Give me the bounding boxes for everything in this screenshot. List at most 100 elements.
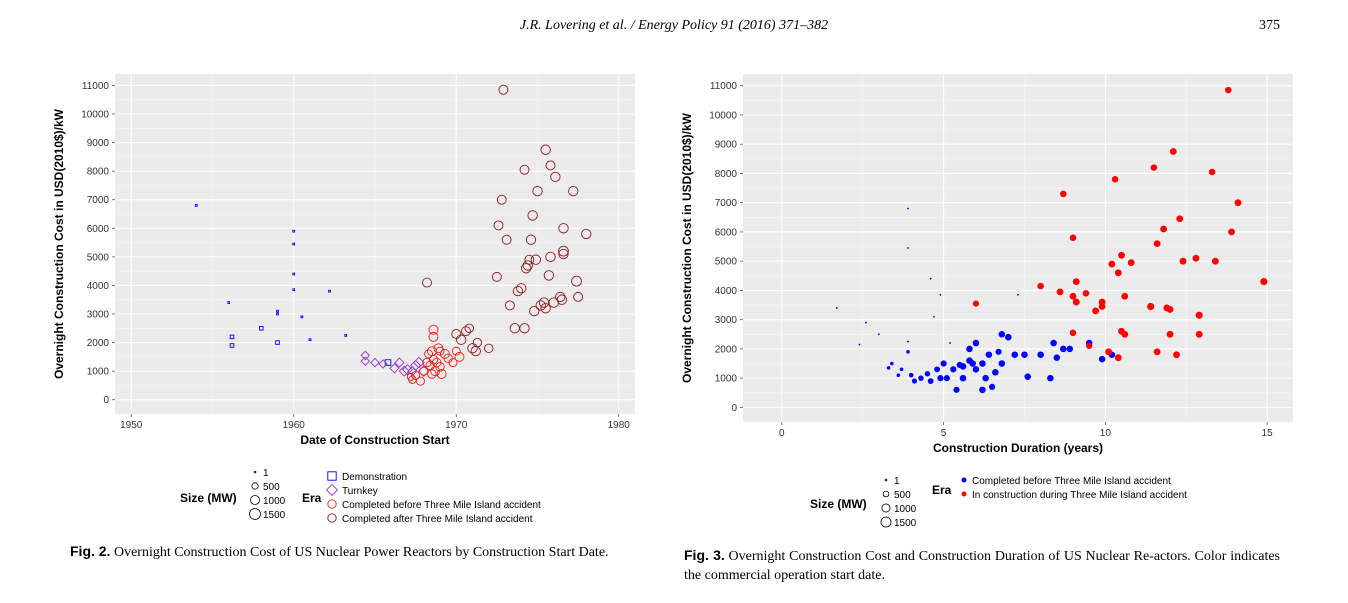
data-point — [835, 307, 838, 309]
size-legend-key — [882, 490, 890, 498]
size-legend-title: Size (MW) — [180, 491, 237, 505]
data-point — [344, 334, 348, 337]
data-point — [472, 337, 483, 348]
data-point — [907, 340, 909, 343]
size-legend-label: 1500 — [894, 518, 917, 529]
data-point — [525, 234, 537, 245]
x-axis-title: Construction Duration (years) — [933, 441, 1103, 455]
data-point — [1153, 240, 1161, 248]
data-point — [194, 204, 198, 207]
data-point — [532, 185, 543, 197]
series-demonstration — [194, 204, 392, 366]
data-point — [428, 324, 439, 335]
data-point — [540, 144, 551, 155]
data-point — [360, 356, 371, 366]
data-point — [966, 345, 973, 353]
data-point — [519, 164, 530, 175]
data-point — [394, 357, 405, 368]
data-point — [516, 283, 527, 294]
size-legend-key — [881, 503, 891, 513]
y-tick-label: 3000 — [87, 310, 110, 321]
data-point — [436, 369, 447, 379]
data-point — [276, 309, 279, 313]
data-point — [308, 338, 312, 342]
x-tick-label: 1980 — [608, 420, 631, 431]
data-point — [419, 366, 429, 376]
y-tick-label: 4000 — [87, 281, 110, 292]
data-point — [292, 272, 296, 276]
data-point — [292, 229, 296, 233]
data-point — [454, 351, 465, 362]
series-in-construction-during-three-mile-island-accident — [972, 86, 1268, 362]
x-tick-label: 10 — [1100, 428, 1112, 439]
data-point — [571, 275, 582, 287]
data-point — [1047, 374, 1054, 382]
data-point — [972, 339, 980, 347]
y-tick-label: 5000 — [715, 257, 738, 268]
y-tick-label: 2000 — [715, 344, 738, 355]
data-point — [484, 343, 494, 353]
data-point — [908, 372, 914, 378]
era-legend-key — [961, 477, 967, 483]
data-point — [992, 369, 999, 376]
data-point — [292, 242, 296, 246]
data-point — [435, 346, 445, 356]
data-point — [1082, 290, 1090, 297]
data-point — [1179, 257, 1187, 265]
data-point — [1098, 355, 1106, 363]
era-legend-label: In construction during Three Mile Island… — [972, 490, 1187, 501]
fig2-caption-text: Overnight Construction Cost of US Nuclea… — [113, 545, 609, 560]
data-point — [1098, 303, 1106, 310]
y-tick-label: 2000 — [87, 338, 110, 349]
data-point — [959, 363, 967, 370]
data-point — [461, 326, 471, 337]
data-point — [989, 383, 996, 391]
data-point — [918, 375, 924, 381]
y-tick-label: 10000 — [709, 110, 737, 121]
data-point — [1037, 282, 1044, 290]
data-point — [464, 323, 474, 333]
data-point — [1211, 257, 1219, 265]
era-legend-label: Demonstration — [342, 472, 407, 483]
data-point — [1056, 288, 1064, 296]
data-point — [227, 301, 231, 304]
data-point — [535, 300, 546, 311]
data-point — [448, 358, 458, 368]
data-point — [927, 378, 934, 384]
y-axis-title: Overnight Construction Cost in USD(2010$… — [52, 108, 66, 379]
y-axis-title: Overnight Construction Cost in USD(2010$… — [680, 112, 694, 383]
data-point — [1118, 251, 1125, 259]
fig2-chart: 1950 1960 1970 1980 0 1000 2000 3000 4000 5000 600… — [52, 74, 635, 525]
data-point — [1069, 234, 1077, 242]
data-point — [406, 372, 415, 381]
y-tick-label: 9000 — [715, 140, 738, 151]
data-point — [370, 357, 380, 368]
data-point — [498, 84, 509, 95]
fig2-caption-label: Fig. 2. — [70, 543, 111, 559]
data-point — [865, 321, 867, 324]
data-point — [1147, 302, 1155, 311]
y-tick-label: 1000 — [87, 367, 110, 378]
size-legend-label: 1 — [263, 468, 269, 479]
data-point — [550, 171, 561, 183]
size-legend-label: 1000 — [894, 504, 917, 515]
data-point — [886, 366, 891, 370]
data-point — [545, 160, 556, 171]
fig3-caption-label: Fig. 3. — [684, 547, 725, 563]
data-point — [950, 366, 957, 373]
size-legend-key — [249, 508, 261, 520]
data-point — [527, 210, 538, 221]
data-point — [932, 315, 935, 318]
data-point — [896, 373, 901, 378]
data-point — [1021, 351, 1028, 359]
data-point — [1072, 298, 1080, 306]
data-point — [568, 185, 579, 197]
data-point — [300, 315, 304, 319]
data-point — [1166, 305, 1174, 313]
data-point — [939, 293, 942, 296]
fig3-chart: 0 5 10 15 0 1000 2000 3000 4000 5000 6000 7000 8000 9… — [680, 74, 1293, 529]
y-tick-label: 5000 — [87, 252, 110, 263]
size-legend-label: 1500 — [263, 510, 286, 521]
data-point — [937, 375, 944, 382]
data-point — [1114, 354, 1122, 362]
